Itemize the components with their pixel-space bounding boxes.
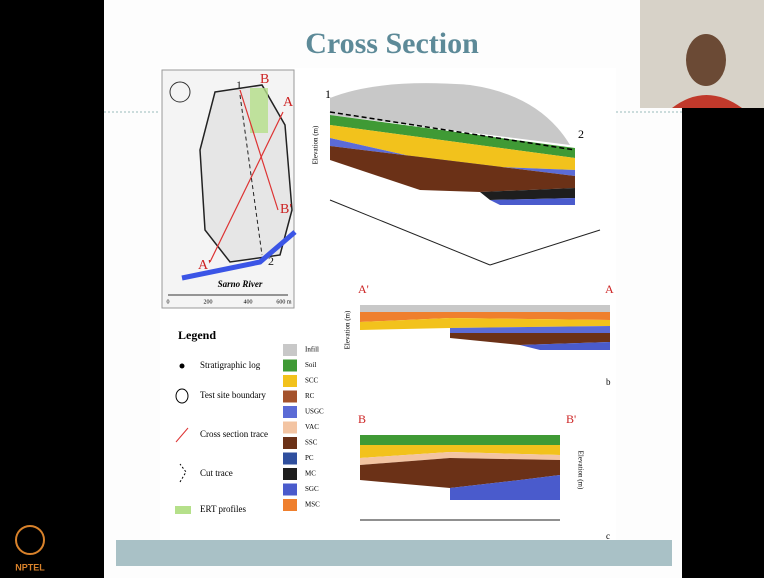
section-end: B' [566,412,576,426]
legend-title: Legend [178,328,216,342]
map-label: A [283,95,294,110]
section-end: A [605,282,614,296]
unit-label: MSC [305,501,320,509]
unit-swatch [283,360,297,372]
axis-title: Elevation (m) [344,310,352,349]
unit-swatch [283,375,297,387]
scale-label: 400 [244,299,253,305]
scale-label: 600 m [276,299,292,305]
unit-swatch [283,391,297,403]
legend-item: Cut trace [200,468,233,478]
scale-label: 0 [167,299,170,305]
unit-label: SSC [305,439,318,447]
map-label: A' [198,258,211,273]
unit-label: VAC [305,423,319,431]
unit-label: PC [305,454,314,462]
unit-swatch [283,422,297,434]
unit-swatch [283,344,297,356]
unit-label: MC [305,470,316,478]
map-label: 2 [268,254,274,268]
scale-label: 200 [204,299,213,305]
legend-item: ERT profiles [200,504,247,514]
unit-swatch [283,437,297,449]
presenter [686,34,726,86]
footer-bar [116,540,672,566]
map-label: B [260,72,269,87]
unit-swatch [283,499,297,511]
panel-label: c [606,531,610,541]
ert-profiles [250,88,268,133]
legend-item: Cross section trace [200,429,268,439]
unit-swatch [283,453,297,465]
layer [360,435,560,445]
map-label: B' [280,202,292,217]
unit-label: SCC [305,377,319,385]
unit-swatch [283,406,297,418]
unit-swatch [283,484,297,496]
screen: Cross Section B 1 A B' A' 2 Sarno River … [0,0,764,578]
unit-label: Infill [305,346,319,354]
unit-label: RC [305,392,315,400]
legend-icon [175,506,191,514]
unit-label: USGC [305,408,324,416]
axis-title: Elevation (m) [312,125,320,164]
section-end: 2 [578,127,584,141]
unit-label: Soil [305,361,316,369]
river-label: Sarno River [218,279,263,289]
legend-item: Stratigraphic log [200,360,261,370]
section-end: 1 [325,87,331,101]
panel-label: b [606,377,611,387]
legend-icon [180,364,185,369]
slide-title: Cross Section [305,27,479,60]
logo-text: NPTEL [15,562,45,572]
unit-swatch [283,468,297,480]
section-end: A' [358,282,369,296]
legend-item: Test site boundary [200,390,266,400]
unit-label: SGC [305,485,319,493]
layer [360,305,610,312]
axis-title: Elevation (m) [576,451,584,490]
section-end: B [358,412,366,426]
map-label: 1 [236,78,242,92]
page: Cross Section B 1 A B' A' 2 Sarno River … [0,0,764,578]
